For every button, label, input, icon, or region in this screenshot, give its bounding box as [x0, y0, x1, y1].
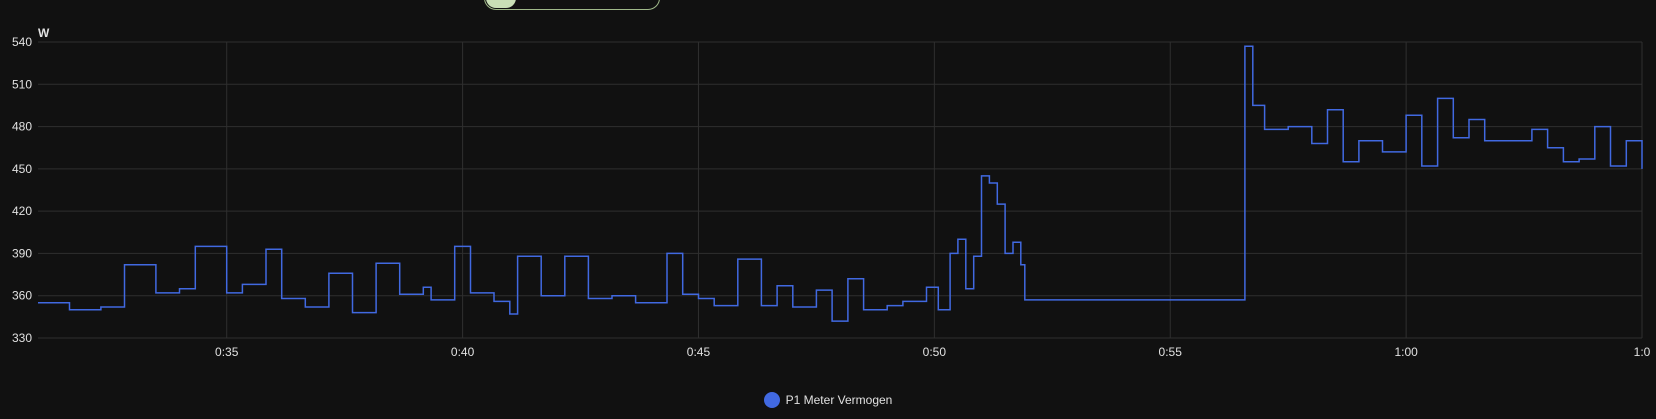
- y-tick-label: 510: [12, 77, 32, 91]
- y-tick-label: 360: [12, 289, 32, 303]
- chart: 330 360 390 420 450 480 510 540 0:35 0:40 0:45 0:50…: [12, 26, 1651, 359]
- y-axis-label: W: [38, 26, 50, 40]
- y-tick-label: 330: [12, 331, 32, 345]
- y-tick-label: 480: [12, 120, 32, 134]
- y-tick-label: 390: [12, 246, 32, 260]
- y-tick-label: 420: [12, 204, 32, 218]
- y-tick-label: 450: [12, 162, 32, 176]
- x-tick-label: 0:50: [923, 345, 947, 359]
- series-line: [38, 45, 1643, 322]
- x-tick-label: 1:00: [1394, 345, 1418, 359]
- y-tick-label: 540: [12, 35, 32, 49]
- x-tick-label: 0:55: [1159, 345, 1183, 359]
- x-tick-label: 0:35: [215, 345, 239, 359]
- legend-label: P1 Meter Vermogen: [785, 393, 893, 407]
- x-tick-label: 0:45: [687, 345, 711, 359]
- x-tick-label: 0:40: [451, 345, 475, 359]
- x-tick-label: 1:0: [1634, 345, 1651, 359]
- toggle-knob: [486, 0, 516, 8]
- legend[interactable]: P1 Meter Vermogen: [0, 392, 1656, 408]
- legend-swatch: [763, 392, 780, 408]
